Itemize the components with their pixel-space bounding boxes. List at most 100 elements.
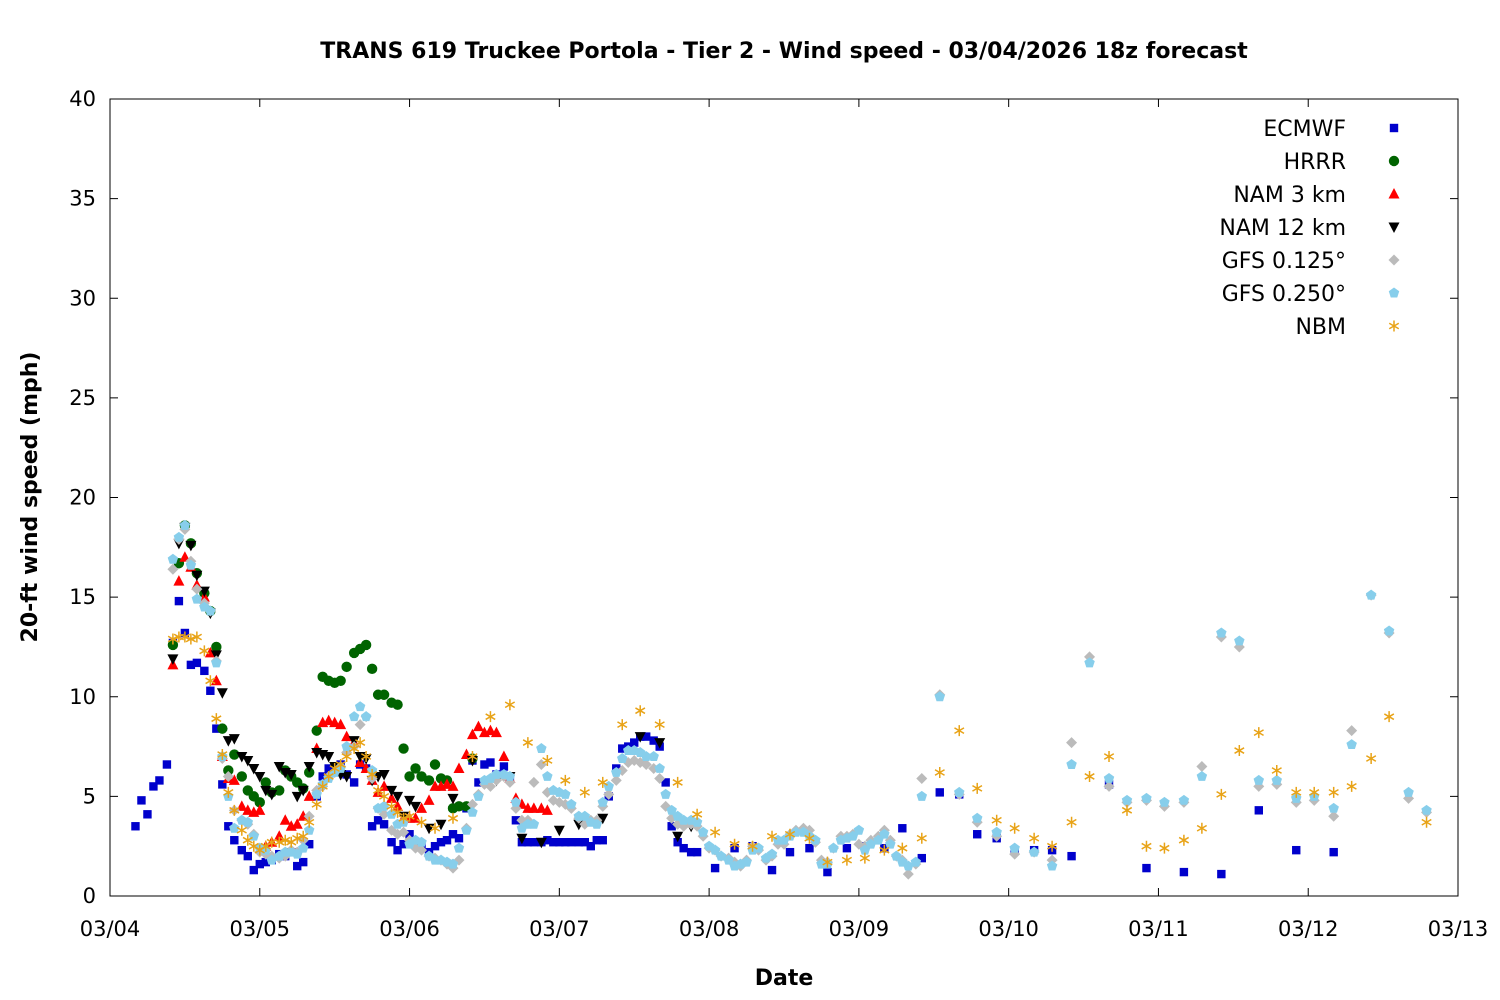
data-point <box>392 791 404 803</box>
legend-marker <box>1388 155 1400 167</box>
data-point <box>341 730 353 742</box>
data-point <box>642 732 651 741</box>
data-point <box>579 786 590 798</box>
data-point <box>447 858 459 869</box>
data-point <box>1328 802 1339 813</box>
data-point <box>341 751 352 763</box>
data-point <box>317 780 328 792</box>
data-point <box>273 761 285 773</box>
data-point <box>686 847 696 857</box>
data-point <box>1346 725 1358 737</box>
data-point <box>304 816 315 828</box>
x-axis: 03/04 03/05 03/06 03/07 03/08 03/09 03/10 03/11… <box>80 99 1489 941</box>
data-point <box>709 844 721 855</box>
data-point <box>186 660 196 670</box>
data-point <box>211 713 222 725</box>
data-point <box>1346 780 1357 792</box>
data-point <box>810 834 821 845</box>
legend-marker <box>1388 320 1400 332</box>
series-nbm <box>167 631 1432 868</box>
data-point <box>654 762 665 773</box>
data-point <box>542 755 553 767</box>
data-point <box>1046 860 1058 871</box>
data-point <box>447 812 459 824</box>
data-point <box>640 758 652 770</box>
data-point <box>661 778 670 787</box>
data-point <box>441 778 453 789</box>
data-point <box>173 531 185 542</box>
data-point <box>528 802 540 813</box>
data-point <box>228 774 240 785</box>
data-point <box>1178 794 1190 805</box>
data-point <box>260 777 271 788</box>
data-point <box>303 810 315 822</box>
data-point <box>329 716 341 728</box>
data-point <box>1309 786 1320 798</box>
data-point <box>1383 625 1395 636</box>
data-point <box>485 711 496 723</box>
y-tick-label: 30 <box>69 286 96 310</box>
data-point <box>591 818 603 829</box>
data-point <box>366 663 378 675</box>
data-point <box>1196 822 1208 834</box>
data-point <box>510 796 522 807</box>
data-point <box>828 842 839 853</box>
data-point <box>298 830 309 842</box>
data-point <box>162 760 172 769</box>
data-point <box>410 801 422 813</box>
data-point <box>447 780 459 791</box>
data-point <box>1329 847 1338 857</box>
data-point <box>973 830 982 839</box>
y-tick-label: 40 <box>69 87 96 111</box>
data-point <box>398 743 409 754</box>
x-axis-title: Date <box>755 966 814 991</box>
data-point <box>360 751 372 763</box>
data-point <box>200 666 209 676</box>
data-point <box>897 842 908 854</box>
data-point <box>879 844 890 856</box>
x-tick-label: 03/06 <box>379 917 440 941</box>
data-point <box>1066 816 1077 828</box>
data-point <box>1421 804 1432 815</box>
data-point <box>335 718 347 730</box>
data-point <box>179 631 191 643</box>
data-point <box>303 824 315 835</box>
data-point <box>523 838 533 847</box>
data-point <box>1067 851 1076 861</box>
data-point <box>560 774 571 786</box>
data-point <box>191 631 203 643</box>
data-point <box>404 810 415 822</box>
x-tick-label: 03/13 <box>1428 917 1489 941</box>
data-point <box>217 723 228 734</box>
data-point <box>466 728 478 740</box>
data-point <box>611 766 622 777</box>
x-tick-label: 03/09 <box>829 917 890 941</box>
data-point <box>405 830 414 839</box>
legend-label: NBM <box>1295 315 1346 340</box>
data-point <box>841 854 853 866</box>
data-point <box>1254 806 1263 815</box>
data-point <box>654 772 666 784</box>
data-point <box>536 743 547 753</box>
data-point <box>691 808 703 820</box>
data-point <box>167 553 179 564</box>
data-point <box>1159 842 1170 854</box>
data-point <box>528 776 540 788</box>
data-point <box>486 758 495 767</box>
data-point <box>212 724 221 733</box>
data-point <box>1403 786 1414 797</box>
data-point <box>223 765 234 776</box>
data-point <box>204 646 216 658</box>
data-point <box>522 737 534 749</box>
data-point <box>1009 842 1020 853</box>
data-point <box>354 701 366 712</box>
data-point <box>254 797 265 808</box>
data-point <box>804 832 815 844</box>
legend-label: GFS 0.250° <box>1222 282 1346 307</box>
data-point <box>205 605 216 616</box>
y-tick-label: 10 <box>69 685 96 709</box>
data-point <box>1421 816 1432 828</box>
legend-label: HRRR <box>1284 150 1346 175</box>
legend-label: GFS 0.125° <box>1222 249 1346 274</box>
data-point <box>430 841 440 851</box>
